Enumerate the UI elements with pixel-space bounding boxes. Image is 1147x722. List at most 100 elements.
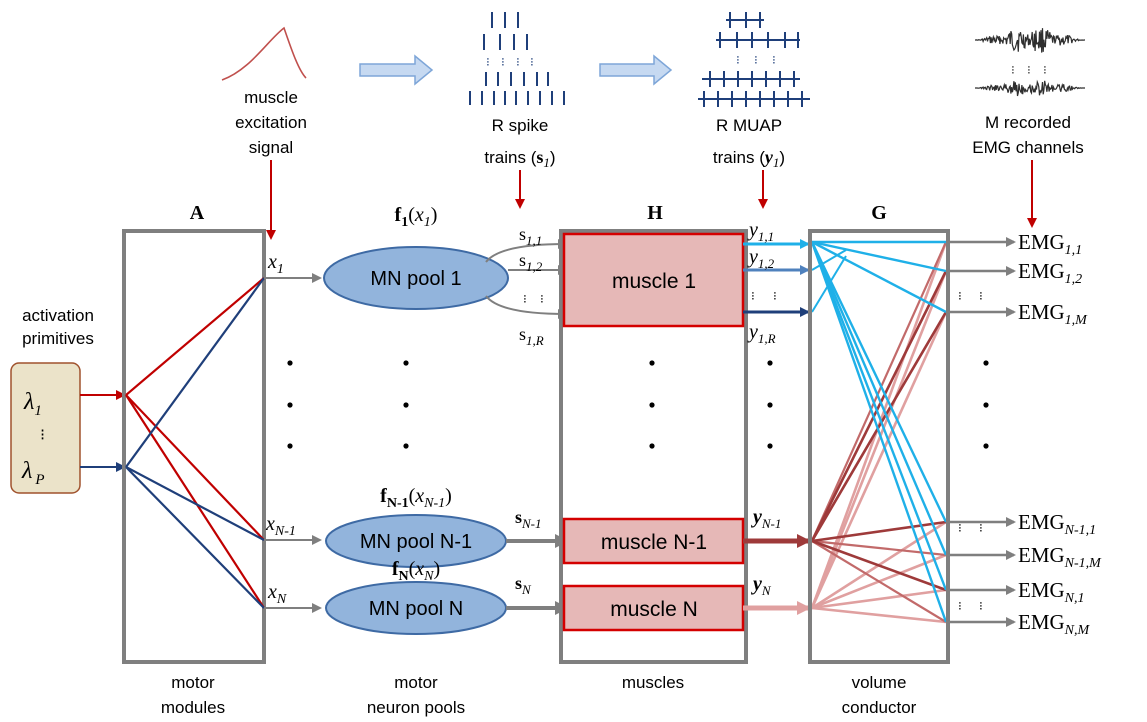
g-line-cyan-2 [811,240,947,314]
g-line-darkred-0 [810,270,948,542]
spike-arrow-1-1 [485,239,568,263]
box-a-title: A [190,202,205,224]
emg-channel-label: EMG1,1 [1018,230,1082,258]
primitives-heading-line2: primitives [22,329,94,348]
muap-label-line2: trains (y1) [713,147,785,170]
volume-conductor-caption-1: volume [852,673,907,692]
muscles-box [559,229,748,664]
dots-column-4 [767,360,773,449]
spike-vdots-2: ⁝ [501,55,505,69]
y12-label: y1,2 [747,246,775,271]
emg-vdots-c1: ⁝ [958,599,962,613]
muscle-n-label: muscle N [610,598,698,621]
mn-pool-n-label: MN pool N [369,598,463,620]
spike-label-line2: trains (s1) [484,147,555,170]
spike-trains-dots: ⁝ ⁝ ⁝ ⁝ [486,55,534,69]
g-line-pink-1 [810,270,948,609]
s-vdots-1: ⁝ [523,292,527,306]
g-line-cyan-6 [810,241,948,623]
emg-vdots-1: ⁝ [1011,63,1015,77]
excitation-label-line1: muscle [244,88,298,107]
pool-1-function: f1(x1) [395,204,438,230]
primitives-heading-line1: activation [22,306,94,325]
dots-column-2 [403,360,409,449]
emg-trace-2 [975,79,1085,97]
pool-n-function: fN(xN) [392,558,440,584]
mn-pool-1-label: MN pool 1 [370,268,461,290]
g-line-darkred-3 [811,539,947,592]
emg-vdots-b1: ⁝ [958,521,962,535]
motor-modules-caption-1: motor [171,673,215,692]
box-h-title: H [647,202,663,224]
emg-label-line2: EMG channels [972,138,1084,157]
emg-trace-1 [975,28,1085,53]
g-line-pink-6 [811,606,947,624]
muscle-n1-label: muscle N-1 [601,531,707,554]
excitation-label-line3: signal [249,138,293,157]
g-line-pink-2 [810,311,948,609]
muap-label-line1: R MUAP [716,116,782,135]
emg-vdots-c2: ⁝ [979,599,983,613]
pools-caption-2: neuron pools [367,698,465,717]
muap-trains-icon [698,12,810,107]
motor-modules-caption-2: modules [161,698,225,717]
lambda-vdots: ⁝ [40,427,45,444]
y-vdots-1: ⁝ [751,289,755,303]
x1-label: x1 [267,251,284,277]
volume-conductor-box [808,229,950,664]
motor-modules-box [122,229,266,664]
yN-label: yN [751,573,772,598]
emg-vdots-a2: ⁝ [979,289,983,303]
dots-column-5 [983,360,989,449]
sN1-label: sN-1 [515,507,542,531]
box-g-title: G [871,202,887,224]
spike-vdots-1: ⁝ [486,55,490,69]
emg-channel-label: EMGN,1 [1018,578,1085,606]
emg-channel-label: EMG1,2 [1018,259,1082,287]
y-vdots-2: ⁝ [773,289,777,303]
muap-trains-dots: ⁝ ⁝ ⁝ [736,53,776,67]
g-line-darkred-1 [810,311,948,542]
emg-vdots-b2: ⁝ [979,521,983,535]
excitation-label-line2: excitation [235,113,307,132]
emg-channel-label: EMGN-1,M [1018,543,1102,571]
flow-arrow-2 [599,54,673,86]
g-line-cyan-4 [810,241,948,556]
g-line-midred-3 [811,540,947,623]
g-line-pink-5 [811,588,947,610]
dots-column-1 [287,360,293,449]
motor-modules-mixing [125,277,265,609]
excitation-curve [221,26,307,81]
xN-label: xN [267,581,287,607]
g-line-darkred-2 [811,520,947,543]
y1R-label: y1,R [747,321,776,346]
muap-vdots-1: ⁝ [736,53,740,67]
emg-vdots-2: ⁝ [1027,63,1031,77]
spike-trains-icon [469,12,565,105]
dots-column-3 [649,360,655,449]
excitation-label: muscle excitation signal [235,88,307,157]
g-line-cyan-1 [811,240,947,273]
s-vdots-2: ⁝ [540,292,544,306]
muap-vdots-2: ⁝ [754,53,758,67]
muscles-caption: muscles [622,673,684,692]
g-line-cyan-extra-2 [811,255,847,313]
muscle-1 [562,232,745,328]
volume-conductor-caption-2: conductor [842,698,917,717]
spike-label-line1: R spike [492,116,549,135]
mn-pool-n1-label: MN pool N-1 [360,531,472,553]
flow-arrow-1 [359,54,434,86]
g-line-midred-0 [810,241,948,542]
s1R-label: s1,R [519,324,544,348]
sN-label: sN [515,573,532,597]
emg-trace-dots: ⁝ ⁝ ⁝ [1011,63,1047,77]
emg-channel-label: EMG1,M [1018,300,1088,328]
xN1-label: xN-1 [265,513,296,539]
muscle-1-label: muscle 1 [612,270,696,293]
emg-vdots-3: ⁝ [1043,63,1047,77]
g-line-midred-2 [811,539,947,557]
pool-n1-function: fN-1(xN-1) [380,485,452,511]
